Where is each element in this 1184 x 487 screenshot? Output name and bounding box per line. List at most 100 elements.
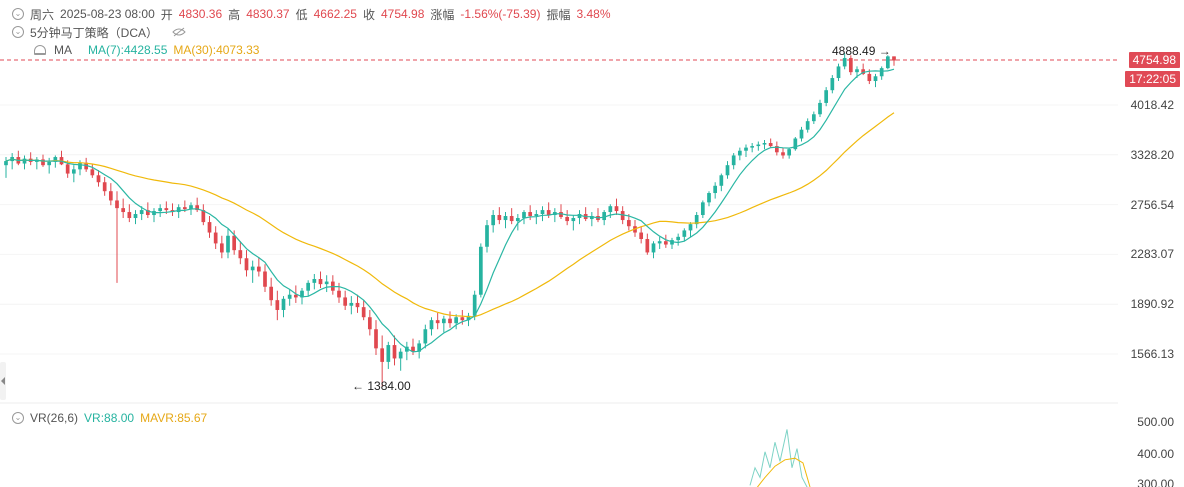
candle: [811, 111, 816, 124]
candle-body: [441, 318, 446, 324]
candle: [725, 161, 730, 179]
candle-body: [559, 212, 563, 218]
eye-off-icon[interactable]: [172, 27, 186, 37]
collapse-chevron-icon[interactable]: ⌄: [12, 412, 24, 424]
candle: [133, 210, 138, 225]
candle: [127, 204, 132, 223]
candle-body: [682, 230, 687, 237]
candle: [485, 220, 489, 253]
candle: [744, 144, 748, 158]
candle-body: [293, 294, 298, 298]
collapse-chevron-icon[interactable]: ⌄: [12, 8, 24, 20]
candle-body: [133, 214, 138, 219]
candle-body: [355, 302, 360, 308]
price-axis-label: 2756.54: [1130, 198, 1174, 212]
candle: [645, 233, 650, 255]
vr-line: [749, 429, 808, 487]
candle-body: [176, 207, 181, 213]
high-annotation-value: 4888.49: [832, 44, 876, 58]
candle-body: [497, 215, 502, 221]
candle-body: [676, 236, 681, 241]
candle: [337, 282, 341, 303]
candle-body: [663, 241, 668, 245]
candle-body: [189, 205, 193, 210]
candle: [787, 147, 792, 159]
candle-body: [787, 149, 792, 156]
candle-body: [207, 222, 212, 233]
candle-body: [238, 250, 243, 259]
price-axis[interactable]: 4754.98 17:22:05 4018.42 3328.20 2756.54…: [1118, 0, 1184, 487]
candle-body: [47, 161, 52, 166]
candle: [682, 228, 687, 242]
candle: [614, 198, 619, 216]
price-axis-label: 3328.20: [1130, 148, 1174, 162]
candle-body: [145, 210, 150, 216]
candle-body: [830, 78, 835, 91]
candle-body: [645, 239, 650, 253]
candle-body: [435, 320, 440, 324]
candle: [176, 204, 181, 219]
price-axis-label: 2283.07: [1130, 247, 1174, 261]
candle-body: [398, 351, 403, 359]
candle: [762, 139, 767, 150]
candle-body: [744, 147, 748, 151]
candle: [343, 290, 348, 310]
candle: [10, 153, 15, 170]
candle-body: [65, 164, 70, 174]
candle-body: [411, 346, 415, 352]
candle-body: [423, 329, 428, 344]
candle: [842, 53, 847, 70]
vr-axis-label: 300.00: [1137, 477, 1174, 487]
candle: [454, 314, 459, 330]
candle: [108, 183, 113, 206]
candle: [750, 143, 755, 153]
countdown-tag: 17:22:05: [1125, 71, 1180, 87]
candle-body: [300, 290, 304, 298]
candle-body: [620, 211, 625, 221]
candle: [639, 226, 644, 244]
low-label: 低: [295, 7, 308, 22]
candle: [522, 210, 526, 225]
candle-body: [626, 220, 631, 227]
candle-body: [879, 68, 884, 77]
candle: [799, 126, 804, 142]
bell-icon[interactable]: [34, 45, 46, 55]
low-value: 4662.25: [313, 7, 357, 21]
candle: [848, 55, 853, 76]
candle-body: [855, 69, 859, 73]
candle: [781, 147, 785, 159]
candle: [805, 118, 810, 133]
candle-body: [565, 217, 570, 222]
candle: [657, 236, 662, 250]
candle-body: [602, 212, 607, 221]
candle: [423, 324, 428, 349]
candle: [318, 271, 323, 289]
close-value: 4754.98: [381, 7, 425, 21]
candle-body: [96, 175, 101, 183]
candle-body: [805, 121, 810, 130]
candle: [478, 243, 483, 298]
candle-body: [448, 318, 452, 324]
candle: [700, 200, 705, 219]
candle: [676, 233, 681, 246]
candle-body: [478, 246, 483, 295]
candle: [688, 222, 693, 237]
candle: [435, 312, 440, 330]
candle: [34, 157, 39, 170]
candle-body: [608, 206, 613, 213]
mavr-value: MAVR:85.67: [140, 411, 208, 425]
candle: [879, 66, 884, 80]
vr-panel: [749, 429, 811, 487]
candle: [873, 73, 878, 88]
collapse-chevron-icon[interactable]: ⌄: [12, 26, 24, 38]
high-value: 4830.37: [246, 7, 290, 21]
candle: [244, 250, 249, 277]
candle: [256, 257, 261, 277]
scroll-left-handle[interactable]: [0, 362, 6, 400]
candle-body: [108, 191, 113, 201]
vr-info-row: ⌄ VR(26,6) VR:88.00 MAVR:85.67: [12, 410, 207, 426]
candle-body: [725, 165, 730, 176]
candle-body: [503, 216, 508, 221]
candle: [361, 300, 366, 321]
